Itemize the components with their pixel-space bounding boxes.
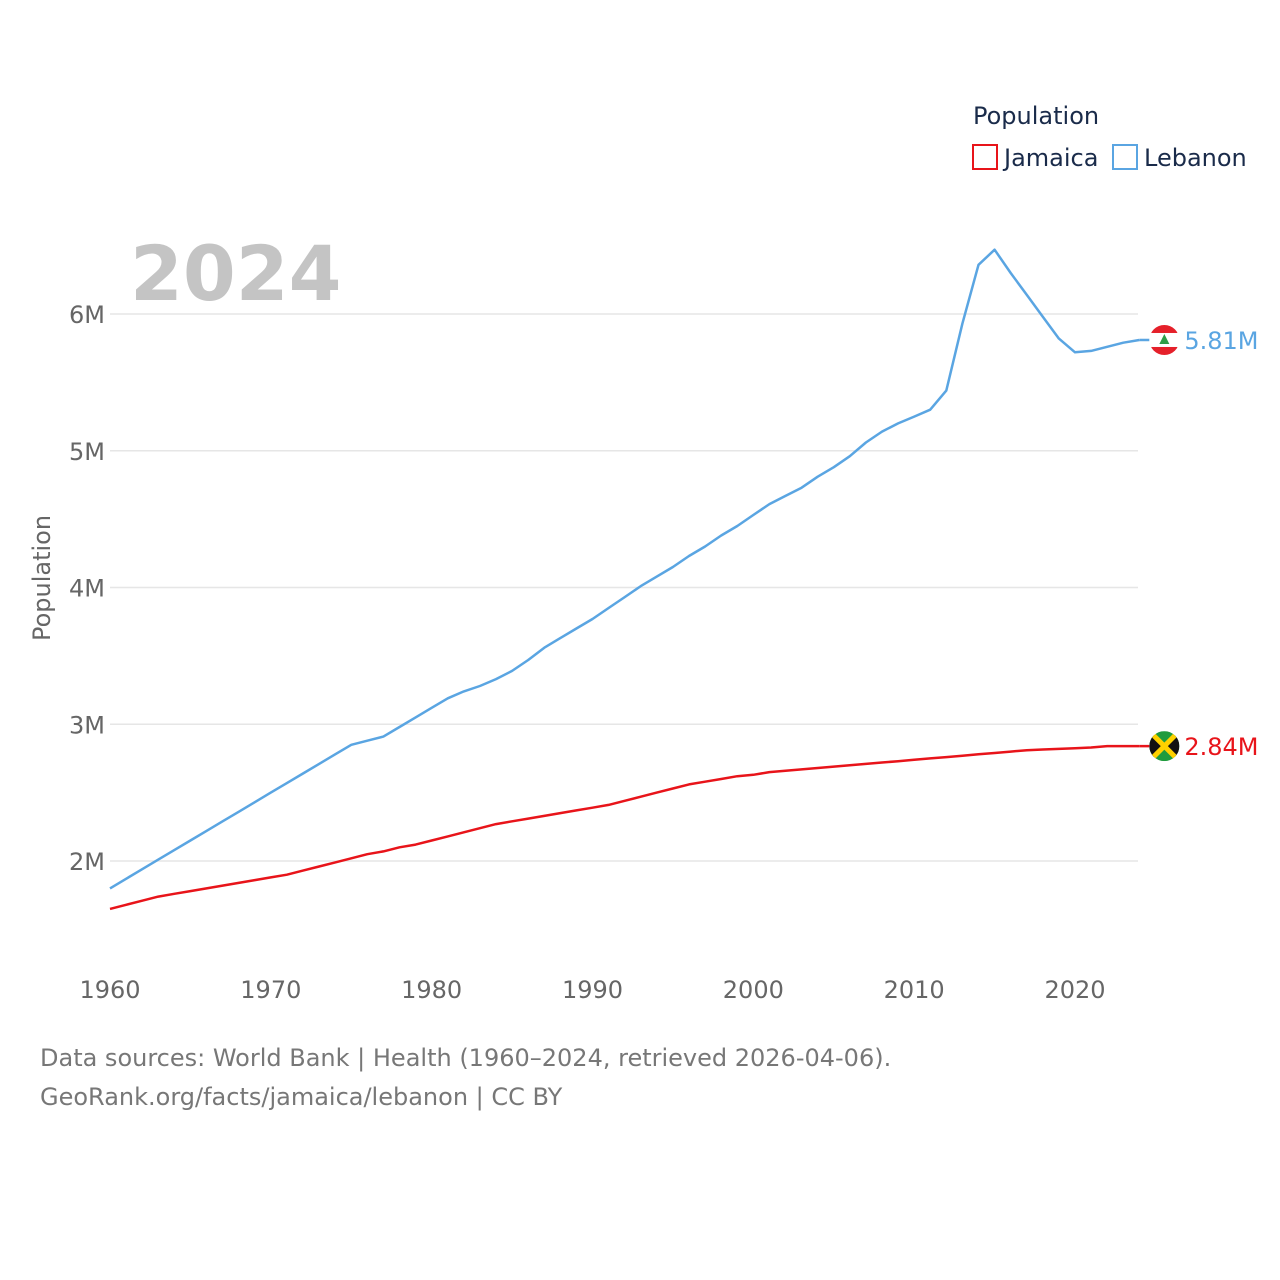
legend-title: Population (973, 102, 1099, 130)
y-tick-label: 6M (69, 301, 105, 329)
y-tick-label: 4M (69, 575, 105, 603)
x-tick-label: 2000 (723, 976, 784, 1004)
x-tick-label: 2010 (884, 976, 945, 1004)
x-tick-label: 1990 (562, 976, 623, 1004)
source-line: Data sources: World Bank | Health (1960–… (40, 1044, 892, 1072)
series-line-jamaica (109, 744, 1140, 911)
y-tick-label: 3M (69, 711, 105, 739)
x-tick-label: 1980 (401, 976, 462, 1004)
legend: Population Jamaica Lebanon (972, 102, 1247, 172)
legend-item-jamaica[interactable]: Jamaica (972, 144, 1098, 172)
year-watermark: 2024 (130, 229, 342, 318)
lebanon-flag-icon (1149, 324, 1180, 355)
legend-label-jamaica: Jamaica (1002, 144, 1098, 172)
lebanon-end-marker: 5.81M (1149, 324, 1258, 355)
lebanon-end-value: 5.81M (1184, 327, 1258, 355)
x-axis-ticks: 1960 1970 1980 1990 2000 2010 2020 (79, 976, 1105, 1004)
jamaica-end-value: 2.84M (1184, 733, 1258, 761)
x-tick-label: 1970 (240, 976, 301, 1004)
jamaica-flag-icon (1149, 731, 1180, 762)
legend-item-lebanon[interactable]: Lebanon (1112, 144, 1247, 172)
y-axis-ticks: 2M 3M 4M 5M 6M (69, 301, 105, 876)
series-line-lebanon (109, 248, 1140, 890)
gridlines (110, 313, 1138, 862)
y-axis-label: Population (28, 515, 56, 641)
x-tick-label: 2020 (1044, 976, 1105, 1004)
legend-label-lebanon: Lebanon (1144, 144, 1247, 172)
y-tick-label: 5M (69, 438, 105, 466)
jamaica-end-marker: 2.84M (1149, 731, 1258, 762)
legend-swatch-lebanon (1112, 144, 1138, 170)
source-link[interactable]: GeoRank.org/facts/jamaica/lebanon | CC B… (40, 1083, 563, 1111)
series-lines (109, 248, 1150, 911)
x-tick-label: 1960 (79, 976, 140, 1004)
legend-swatch-jamaica (972, 144, 998, 170)
y-tick-label: 2M (69, 848, 105, 876)
